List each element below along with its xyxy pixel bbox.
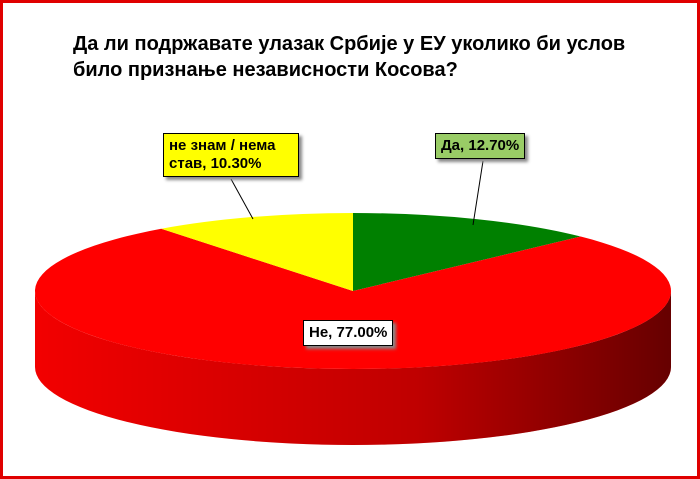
slice-side-shade (35, 291, 671, 445)
data-label: Не, 77.00% (303, 320, 394, 346)
chart-title: Да ли подржавате улазак Србије у ЕУ укол… (73, 33, 626, 81)
slice (353, 213, 581, 291)
data-label: не знам / нема став, 10.30% (163, 133, 299, 177)
slice (34, 228, 672, 370)
data-label: Да, 12.70% (435, 133, 526, 159)
slice (161, 213, 353, 291)
leader-line (230, 178, 254, 220)
leader-line (472, 160, 484, 226)
pie-plot (34, 160, 672, 445)
